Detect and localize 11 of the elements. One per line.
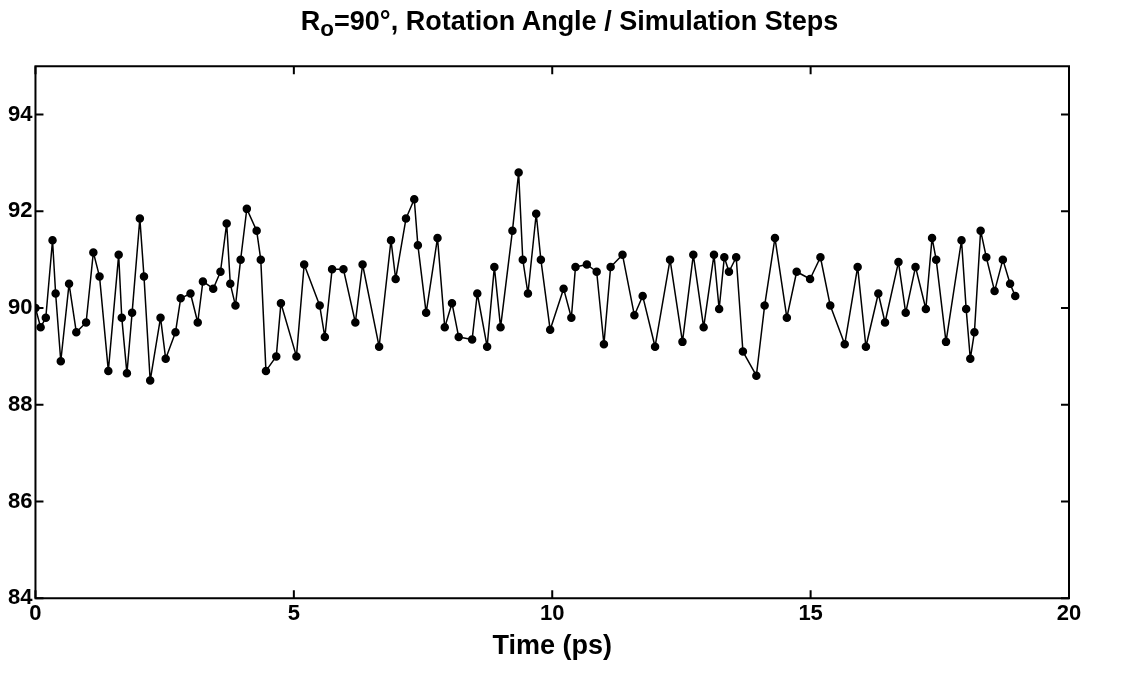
y-tick-label: 88 bbox=[7, 390, 33, 416]
chart-title: R$_{o}$=90°, Rotation Angle / Simulation Steps bbox=[299, 6, 840, 43]
x-axis-title: Time (ps) bbox=[492, 630, 612, 661]
x-tick-label: 20 bbox=[1056, 600, 1082, 626]
y-tick-label: 92 bbox=[7, 197, 33, 223]
y-tick-label: 94 bbox=[7, 100, 34, 126]
x-tick-label: 15 bbox=[798, 600, 823, 626]
y-tick-label: 90 bbox=[7, 294, 33, 320]
y-tick-label: 86 bbox=[7, 487, 33, 513]
x-tick-label: 10 bbox=[539, 600, 565, 626]
x-tick-label: 5 bbox=[287, 600, 300, 626]
